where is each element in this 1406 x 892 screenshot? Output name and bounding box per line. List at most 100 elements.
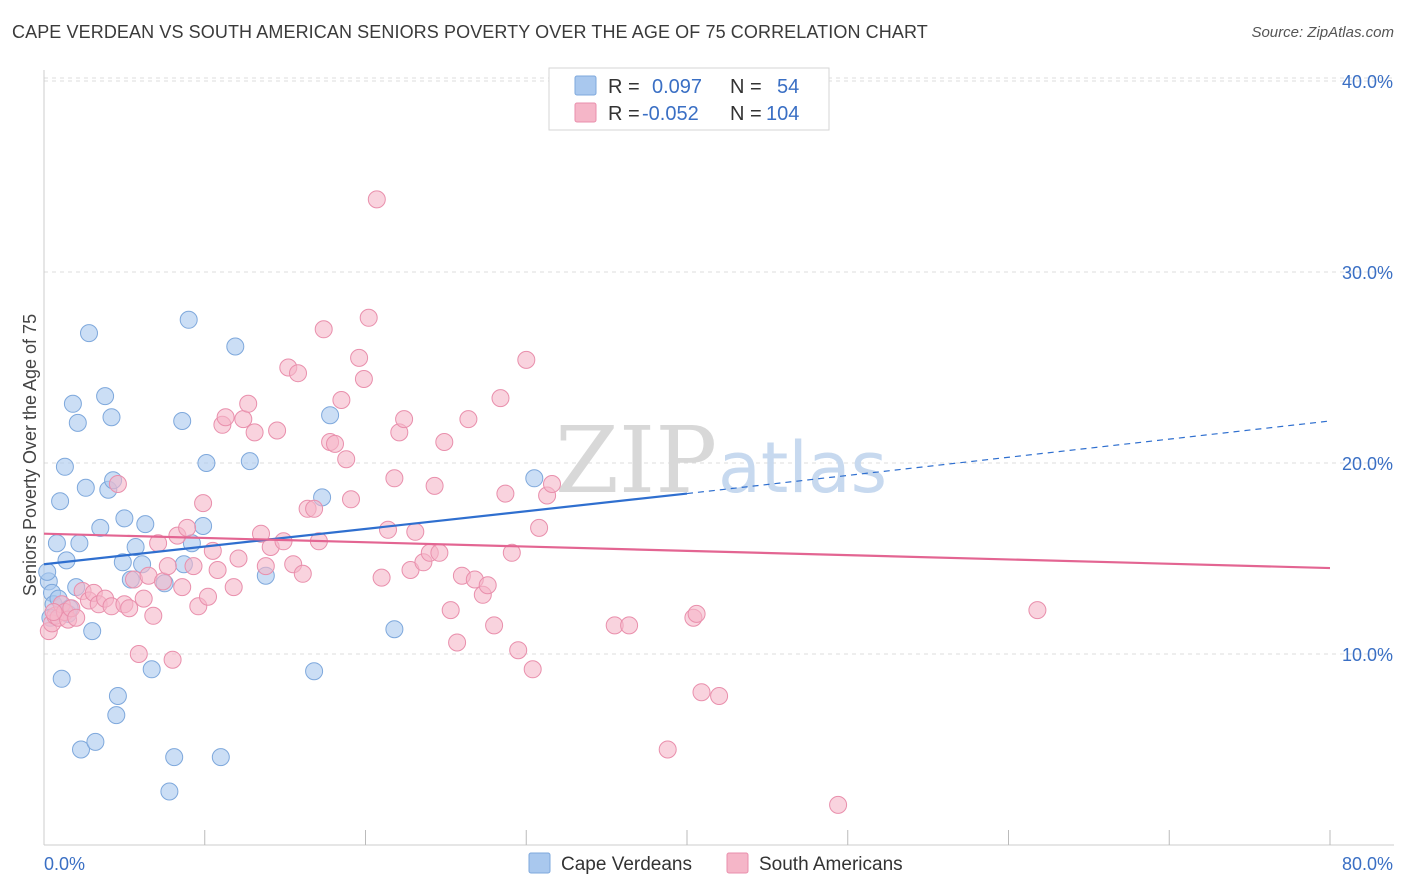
- south-american-point: [448, 633, 467, 652]
- south-american-point: [379, 520, 397, 539]
- south-american-point: [517, 350, 536, 369]
- cape-verdean-point: [52, 669, 71, 688]
- cape-verdean-point: [107, 706, 126, 725]
- cape-verdean-point: [321, 406, 340, 425]
- series-south-americans: [39, 190, 1047, 814]
- cape-verdean-point: [80, 324, 98, 343]
- south-american-point: [108, 475, 127, 493]
- south-american-point: [406, 522, 425, 541]
- south-american-point: [44, 603, 63, 621]
- cape-verdean-point: [173, 412, 192, 430]
- cape-verdean-point: [126, 538, 145, 556]
- south-american-trend-line: [43, 532, 1331, 570]
- south-american-point: [620, 616, 639, 635]
- south-american-point: [256, 557, 275, 576]
- south-american-point: [252, 524, 270, 543]
- south-american-point: [154, 572, 172, 591]
- cape-verdean-point: [55, 457, 74, 476]
- south-american-point: [502, 543, 521, 562]
- south-american-point: [385, 469, 404, 488]
- legend-swatch-cape-verdeans: [574, 75, 597, 96]
- cape-verdean-trend-extension: [686, 420, 1331, 495]
- south-american-point: [435, 433, 454, 451]
- cape-verdean-point: [70, 534, 89, 553]
- watermark: ZIP atlas: [555, 407, 887, 514]
- cape-verdean-point: [51, 492, 70, 511]
- south-american-point: [496, 484, 515, 503]
- south-american-point: [67, 608, 86, 627]
- south-american-point: [194, 494, 213, 513]
- legend-r-label: R =: [608, 76, 640, 98]
- south-american-point: [372, 568, 391, 587]
- south-american-point: [173, 578, 192, 597]
- south-american-point: [530, 518, 549, 537]
- legend-n-label: N =: [730, 76, 762, 98]
- legend-r-value: 0.097: [652, 76, 702, 98]
- cape-verdean-point: [525, 469, 544, 488]
- south-american-point: [509, 641, 528, 660]
- cape-verdean-point: [385, 620, 404, 639]
- y-tick-label: 20.0%: [1342, 454, 1393, 474]
- south-american-point: [245, 423, 264, 442]
- south-american-point: [359, 308, 378, 327]
- south-american-point: [178, 518, 197, 537]
- y-tick-label: 30.0%: [1342, 263, 1393, 283]
- grid: [44, 77, 1394, 655]
- y-tick-label: 10.0%: [1342, 645, 1393, 665]
- cape-verdean-point: [68, 413, 87, 432]
- cape-verdean-point: [194, 517, 213, 535]
- south-american-point: [314, 320, 333, 339]
- y-axis-label: Seniors Poverty Over the Age of 75: [20, 314, 40, 596]
- legend-n-value: 104: [766, 103, 799, 125]
- series-legend: Cape Verdeans South Americans: [528, 852, 903, 875]
- south-american-point: [134, 589, 153, 608]
- cape-verdean-point: [86, 732, 105, 751]
- correlation-legend: R = 0.097 N = 54 R = -0.052 N = 104: [548, 67, 830, 131]
- cape-verdean-point: [136, 515, 155, 534]
- y-tick-label: 40.0%: [1342, 72, 1393, 92]
- south-american-point: [229, 549, 248, 568]
- legend-r-value: -0.052: [642, 103, 699, 125]
- y-tick-labels: 10.0% 20.0% 30.0% 40.0%: [1342, 72, 1393, 665]
- cape-verdean-point: [142, 660, 161, 679]
- south-american-point: [305, 499, 324, 518]
- source-label: Source: ZipAtlas.com: [1251, 24, 1394, 41]
- data-points: [38, 190, 1047, 814]
- south-american-point: [430, 543, 449, 562]
- south-american-point: [658, 740, 677, 759]
- south-american-point: [350, 348, 369, 367]
- south-american-point: [1028, 601, 1047, 620]
- cape-verdean-point: [165, 748, 184, 767]
- x-tick-label: 80.0%: [1342, 854, 1393, 874]
- south-american-point: [144, 606, 163, 625]
- chart-title: CAPE VERDEAN VS SOUTH AMERICAN SENIORS P…: [12, 22, 928, 42]
- cape-verdean-point: [91, 518, 110, 537]
- axes: [43, 70, 1394, 846]
- south-american-point: [326, 434, 344, 453]
- south-american-point: [332, 391, 351, 409]
- legend-label-cape-verdeans: Cape Verdeans: [561, 854, 692, 875]
- south-american-point: [234, 410, 253, 429]
- south-american-point: [289, 364, 307, 383]
- cape-verdean-point: [240, 452, 259, 471]
- legend-n-value: 54: [777, 76, 799, 98]
- cape-verdean-point: [38, 562, 57, 581]
- south-american-point: [354, 370, 373, 388]
- south-american-point: [268, 421, 287, 440]
- cape-verdean-point: [160, 782, 179, 801]
- south-american-point: [293, 564, 312, 583]
- legend-n-label: N =: [730, 103, 762, 125]
- south-american-point: [216, 408, 235, 427]
- south-american-point: [163, 650, 182, 669]
- cape-verdean-point: [76, 478, 95, 497]
- south-american-point: [425, 476, 444, 495]
- cape-verdean-point: [197, 454, 216, 472]
- south-american-point: [342, 490, 360, 509]
- south-american-point: [208, 561, 227, 579]
- legend-swatch-south-americans: [574, 102, 597, 123]
- south-american-point: [184, 557, 203, 576]
- cape-verdean-point: [96, 387, 115, 406]
- cape-verdean-point: [83, 622, 102, 641]
- south-american-point: [687, 604, 706, 623]
- x-tick-label: 0.0%: [44, 854, 85, 874]
